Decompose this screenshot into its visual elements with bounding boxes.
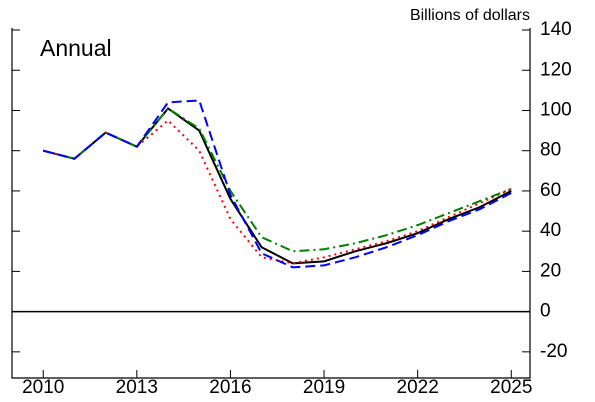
y-tick-label: 60 — [540, 180, 561, 201]
annotation: Annual — [40, 35, 112, 61]
y-tick-label: 80 — [540, 140, 561, 161]
line-series — [42, 107, 512, 265]
y-tick-label: 20 — [540, 260, 561, 281]
line-series — [42, 107, 512, 253]
y-tick-label: 100 — [540, 99, 572, 120]
y-tick-label: 140 — [540, 19, 572, 40]
y-tick-label: 40 — [540, 220, 561, 241]
line-series — [42, 99, 512, 269]
line-series — [42, 119, 512, 265]
x-tick-label: 2022 — [397, 377, 439, 398]
x-tick-label: 2025 — [490, 377, 532, 398]
x-tick-label: 2016 — [209, 377, 251, 398]
axis-label: Billions of dollars — [410, 7, 530, 24]
y-tick-label: 0 — [540, 301, 551, 322]
x-tick-label: 2019 — [303, 377, 345, 398]
x-tick-label: 2010 — [22, 377, 64, 398]
y-tick-label: 120 — [540, 59, 572, 80]
plot-frame — [11, 28, 531, 379]
x-tick-label: 2013 — [116, 377, 158, 398]
y-tick-label: -20 — [540, 341, 567, 362]
